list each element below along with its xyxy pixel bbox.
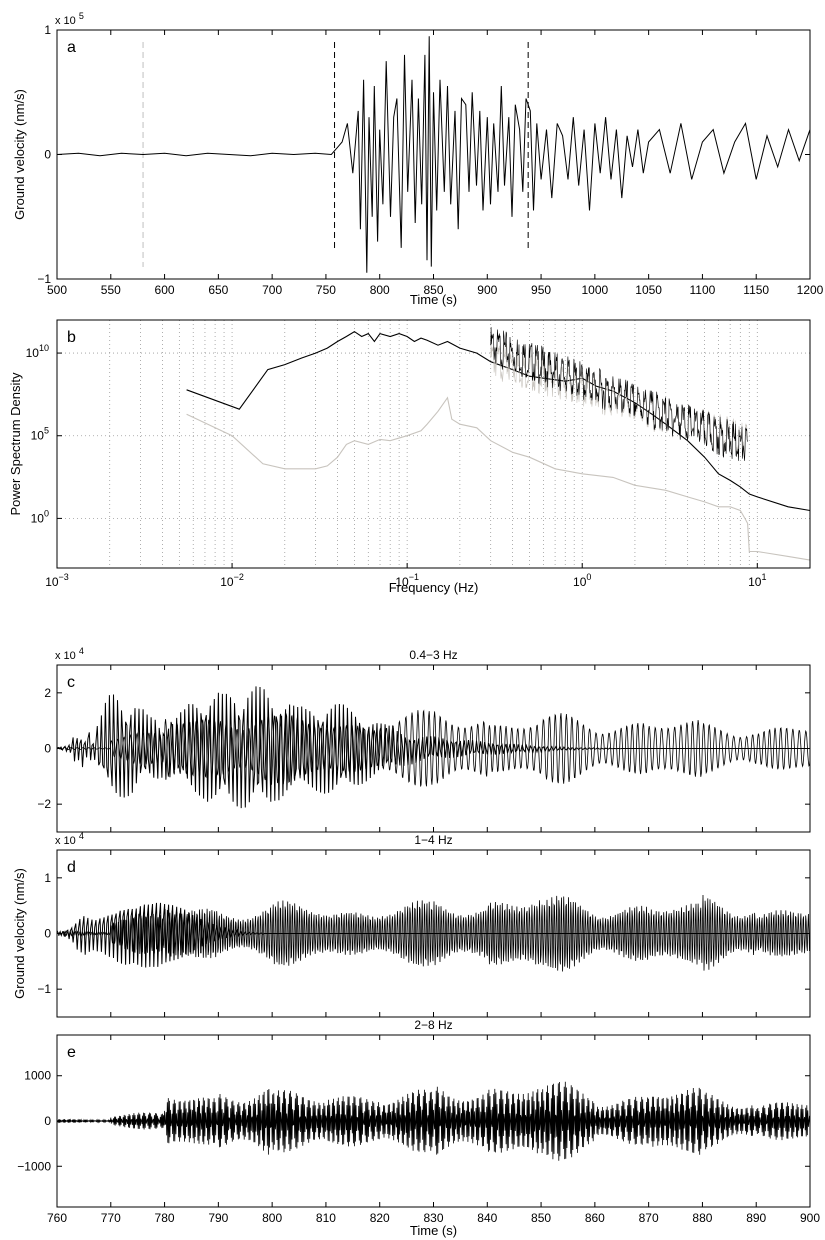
panel-a-ytick-label-0: −1 — [37, 272, 51, 286]
panel-a-ytick-label-2: 1 — [44, 23, 51, 37]
panel-a-xtick-label-13: 1150 — [743, 283, 769, 297]
panel-e-xtick-label-8: 840 — [477, 1211, 497, 1225]
panel-a-letter: a — [67, 39, 76, 56]
panel-b-xtick-exp-2: −1 — [409, 572, 419, 582]
panel-a-xtick-label-5: 750 — [316, 283, 336, 297]
panel-e-xtick-label-4: 800 — [262, 1211, 282, 1225]
panel-b-xtick-label-3: 100 — [573, 572, 591, 589]
panel-b-xtick-exp-1: −2 — [234, 572, 244, 582]
panel-b-xtick-label-4: 101 — [748, 572, 766, 589]
panel-c-trace — [56, 709, 811, 787]
panel-a-seismogram: a −1 0 1 500 550 600 650 700 750 800 850 900 950 1000 1… — [12, 11, 824, 307]
panel-d-trace — [56, 894, 811, 972]
panel-a-xtick-label-4: 700 — [262, 283, 282, 297]
panel-e-xtick-label-1: 770 — [101, 1211, 121, 1225]
panel-e-xtick-label-0: 760 — [47, 1211, 67, 1225]
panel-a-xtick-label-0: 500 — [47, 283, 67, 297]
panel-b-xtick-exp-0: −3 — [59, 572, 69, 582]
panel-a-xtick-label-10: 1000 — [582, 283, 609, 297]
panel-c-ytick-label-1: 0 — [44, 742, 51, 756]
panel-b-ytick-label-1: 105 — [31, 426, 49, 443]
panel-e-ytick-label-0: −1000 — [17, 1159, 51, 1173]
panel-b-ytick-label-2: 1010 — [26, 343, 49, 360]
panel-e-trace — [56, 1081, 811, 1161]
panel-a-y-multiplier: x 10 5 — [55, 11, 84, 27]
panel-b-xtick-label-0: 10−3 — [45, 572, 69, 589]
panel-d-bandpass-1-4hz: d −1 0 1 Ground velocity (nm/s) 1−4 Hz x 10 4 — [12, 831, 811, 1018]
panel-e-ytick-label-1: 0 — [44, 1114, 51, 1128]
panel-b-series-0 — [186, 330, 811, 512]
panel-b-ytick-exp-1: 5 — [44, 426, 49, 436]
panel-e-xtick-label-12: 880 — [692, 1211, 712, 1225]
panel-d-ylabel: Ground velocity (nm/s) — [12, 868, 27, 999]
panel-e-ytick-label-2: 1000 — [24, 1069, 51, 1083]
panel-e-xtick-label-10: 860 — [585, 1211, 605, 1225]
panel-e-letter: e — [67, 1044, 76, 1061]
panel-d-title: 1−4 Hz — [414, 833, 452, 847]
panel-a-xtick-label-12: 1100 — [690, 283, 716, 297]
panel-e-xtick-label-2: 780 — [155, 1211, 175, 1225]
panel-a-xtick-label-11: 1050 — [635, 283, 662, 297]
panel-e-xtick-label-5: 810 — [316, 1211, 336, 1225]
panel-a-frame — [56, 29, 811, 280]
panel-c-bandpass-0.4-3hz: c −2 0 2 0.4−3 Hz x 10 4 — [37, 646, 811, 833]
panel-c-series-0 — [57, 686, 810, 809]
panel-a-xlabel: Time (s) — [410, 292, 457, 307]
panel-a-xtick-label-2: 600 — [155, 283, 175, 297]
panel-a-ytick-label-1: 0 — [44, 148, 51, 162]
panel-e-xtick-label-6: 820 — [370, 1211, 390, 1225]
panel-a-xtick-label-6: 800 — [370, 283, 390, 297]
panel-b-ylabel: Power Spectrum Density — [8, 372, 23, 516]
panel-e-bandpass-2-8hz: e −1000 0 1000 760 770 780 790 800 810 820 830 840 85… — [17, 1018, 820, 1238]
panel-d-ytick-label-0: −1 — [37, 982, 51, 996]
panel-c-ytick-label-0: −2 — [37, 797, 51, 811]
panel-b-frame — [56, 319, 811, 569]
panel-d-ytick-label-1: 0 — [44, 927, 51, 941]
panel-c-title: 0.4−3 Hz — [409, 648, 457, 662]
panel-a-ylabel: Ground velocity (nm/s) — [12, 89, 27, 220]
panel-a-xtick-label-1: 550 — [101, 283, 121, 297]
panel-c-ytick-label-2: 2 — [44, 686, 51, 700]
panel-b-black-noise — [490, 327, 748, 461]
panel-a-y-exponent: 5 — [79, 11, 84, 21]
panel-e-xtick-label-13: 890 — [746, 1211, 766, 1225]
panel-d-letter: d — [67, 859, 76, 876]
panel-e-xtick-label-7: 830 — [423, 1211, 443, 1225]
panel-a-series-0 — [57, 36, 810, 273]
panel-c-y-multiplier: x 10 4 — [55, 646, 84, 662]
panel-d-ytick-label-2: 1 — [44, 871, 51, 885]
panel-b-xlabel: Frequency (Hz) — [389, 580, 479, 595]
panel-b-xtick-exp-4: 1 — [761, 572, 766, 582]
panel-a-xtick-label-9: 950 — [531, 283, 551, 297]
panel-b-xtick-label-1: 10−2 — [220, 572, 244, 589]
panel-e-xlabel: Time (s) — [410, 1223, 457, 1238]
panel-e-title: 2−8 Hz — [414, 1018, 452, 1032]
panel-b-ytick-exp-0: 0 — [44, 508, 49, 518]
panel-e-xtick-label-3: 790 — [208, 1211, 228, 1225]
panel-b-ytick-exp-2: 10 — [39, 343, 49, 353]
panel-b-letter: b — [67, 329, 76, 346]
panel-e-xtick-label-14: 900 — [800, 1211, 820, 1225]
panel-c-y-exponent: 4 — [79, 646, 84, 656]
panel-b-xtick-exp-3: 0 — [586, 572, 591, 582]
panel-c-letter: c — [67, 674, 75, 691]
panel-b-series-1 — [186, 396, 811, 561]
panel-e-xtick-label-9: 850 — [531, 1211, 551, 1225]
panel-e-xtick-label-11: 870 — [639, 1211, 659, 1225]
panel-a-xtick-label-7: 850 — [423, 283, 443, 297]
panel-a-xtick-label-3: 650 — [208, 283, 228, 297]
panel-b-ytick-label-0: 100 — [31, 508, 49, 525]
panel-d-y-exponent: 4 — [79, 831, 84, 841]
panel-a-xtick-label-8: 900 — [477, 283, 497, 297]
panel-d-y-multiplier: x 10 4 — [55, 831, 84, 847]
panel-a-xtick-label-14: 1200 — [797, 283, 824, 297]
